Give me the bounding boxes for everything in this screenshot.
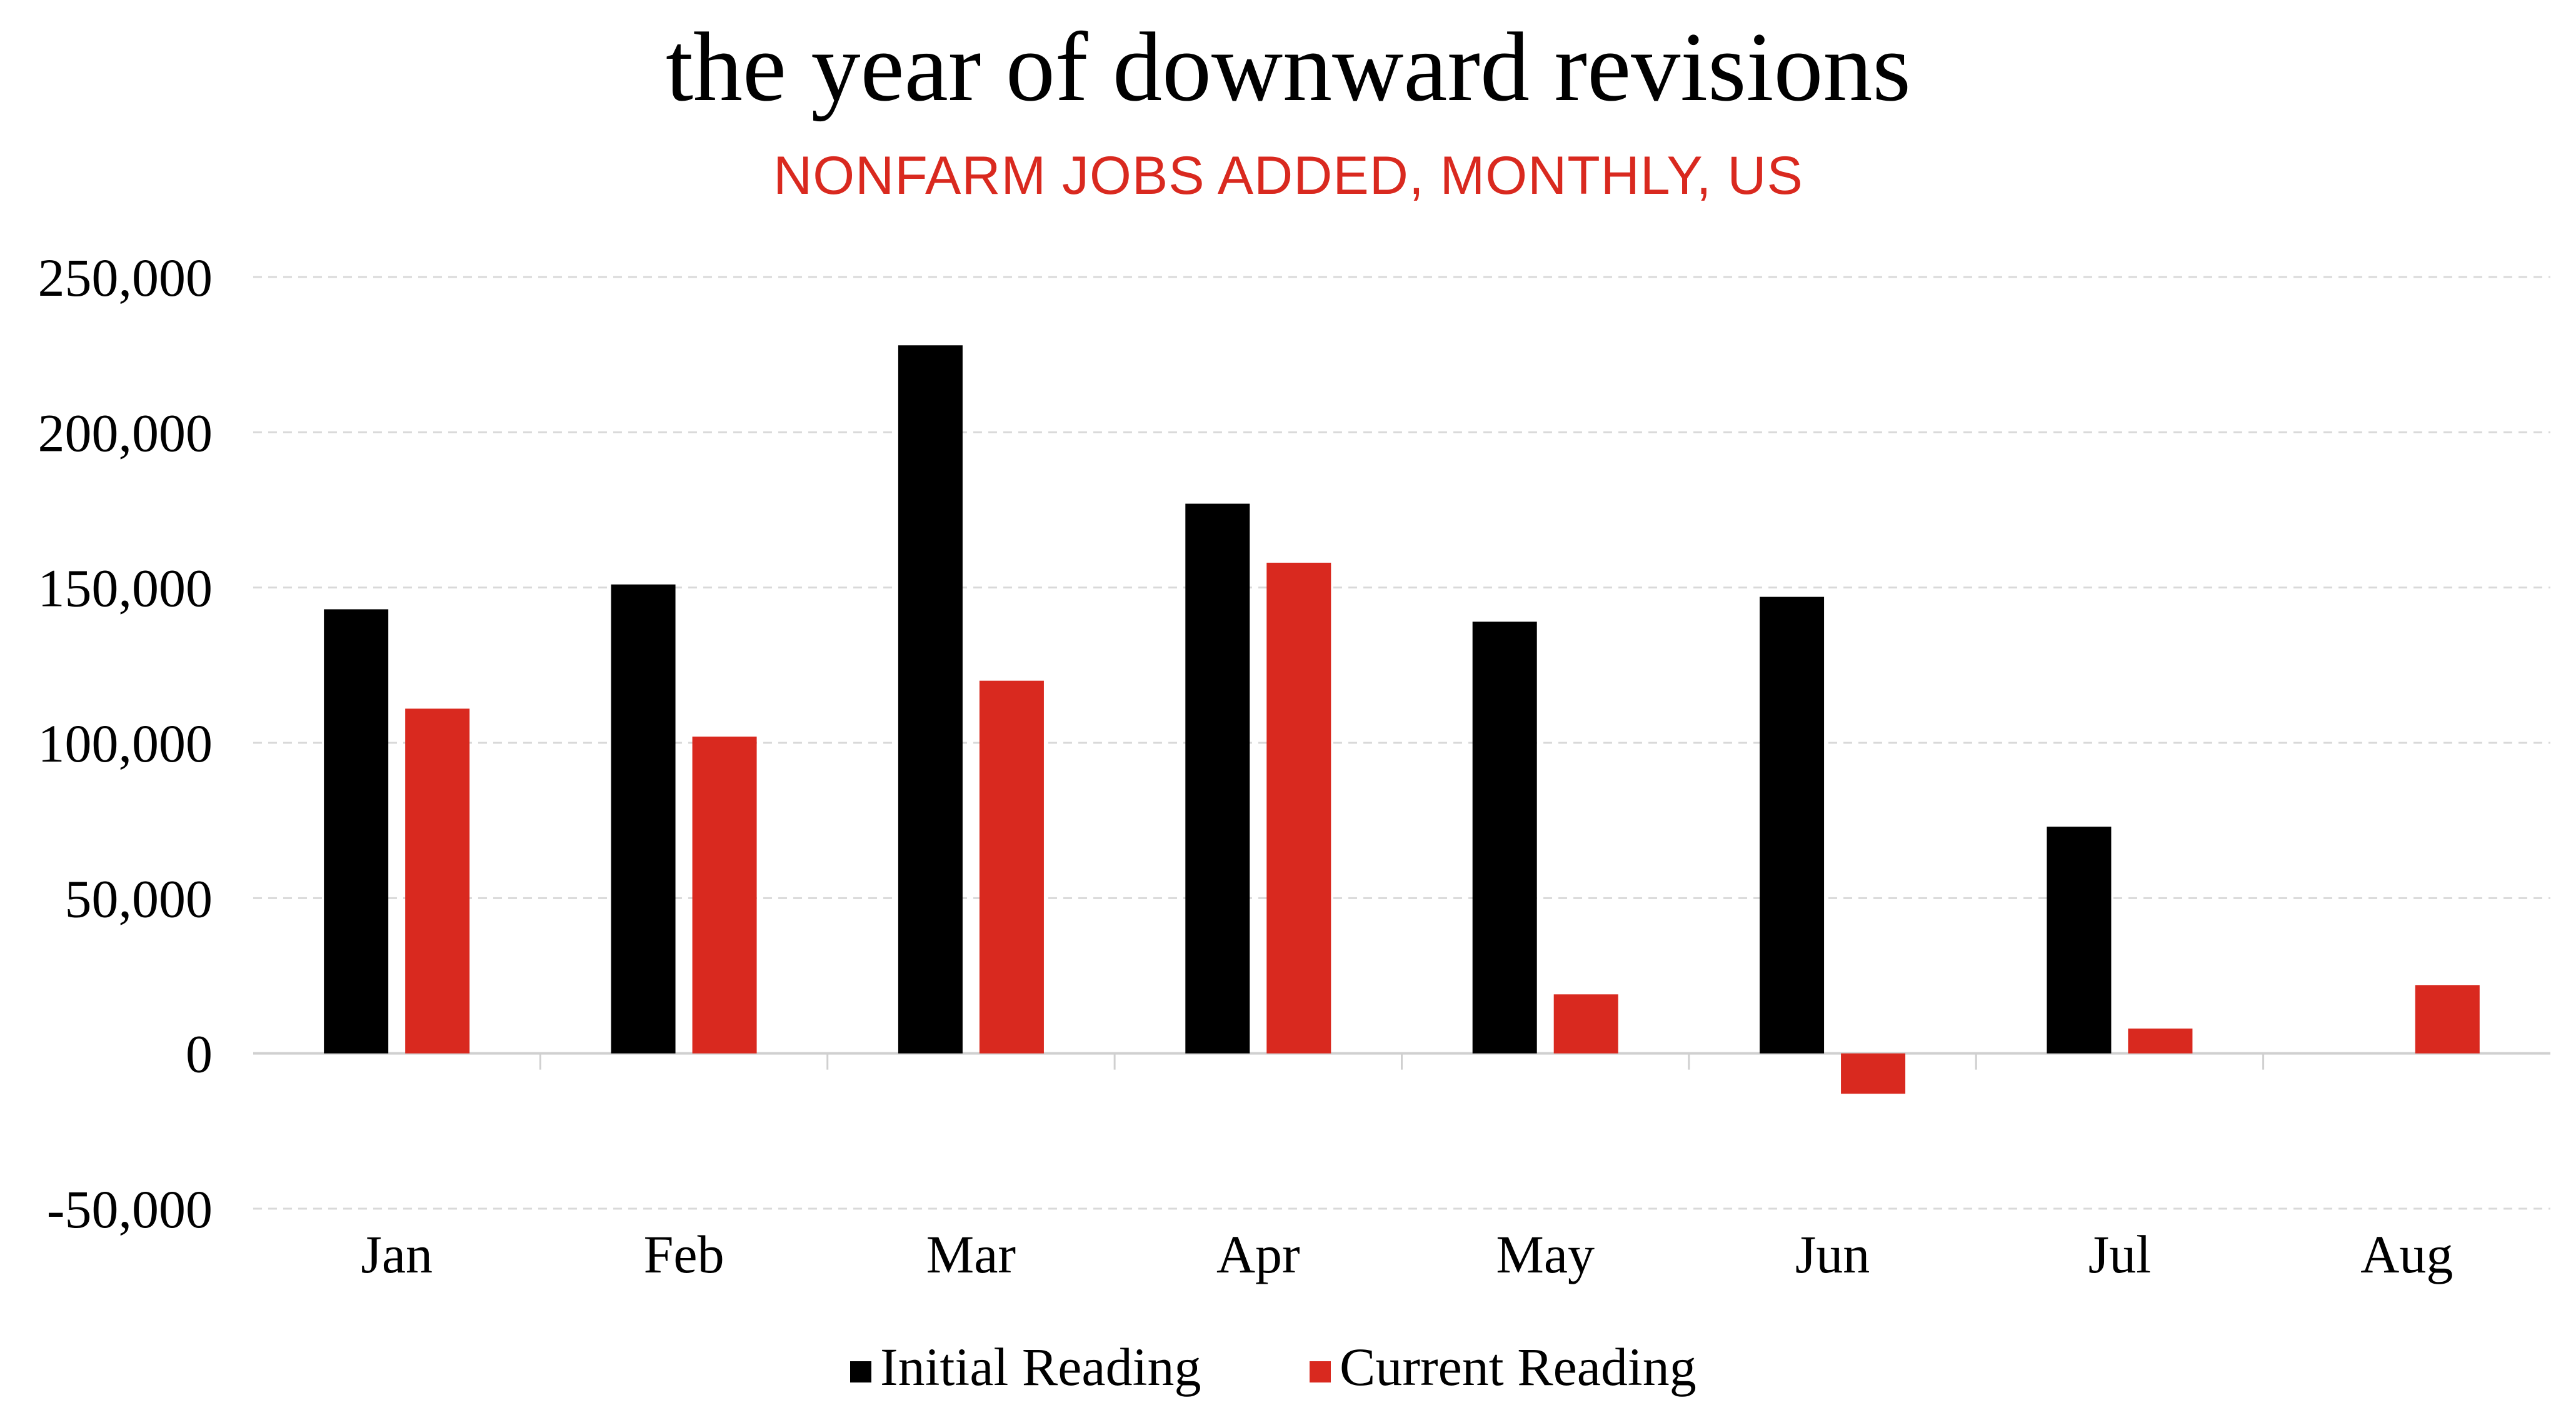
- legend-swatch: [1310, 1361, 1331, 1382]
- x-tick-label: Feb: [644, 1224, 724, 1284]
- bar-current-reading-jul: [2128, 1028, 2193, 1054]
- x-tick-label: May: [1496, 1224, 1595, 1284]
- x-tick-label: Jun: [1795, 1224, 1870, 1284]
- y-tick-label: -50,000: [47, 1179, 213, 1239]
- x-tick-label: Jul: [2088, 1224, 2151, 1284]
- bar-initial-reading-jun: [1760, 597, 1825, 1054]
- y-axis: 250,000 200,000 150,000 100,000 50,000 0 -50,0…: [38, 248, 2550, 1239]
- bar-initial-reading-apr: [1185, 503, 1250, 1054]
- bars: [324, 345, 2480, 1094]
- legend-swatch: [850, 1361, 871, 1382]
- bar-initial-reading-mar: [898, 345, 963, 1054]
- bar-current-reading-apr: [1266, 562, 1331, 1054]
- x-axis: Jan Feb Mar Apr May Jun Jul Aug: [361, 1053, 2453, 1284]
- bar-current-reading-jan: [405, 708, 470, 1054]
- chart-subtitle: NONFARM JOBS ADDED, MONTHLY, US: [773, 146, 1803, 206]
- bar-initial-reading-feb: [611, 584, 676, 1054]
- y-tick-label: 200,000: [38, 403, 213, 463]
- bar-initial-reading-jul: [2047, 827, 2112, 1054]
- bar-current-reading-mar: [979, 680, 1044, 1054]
- bar-current-reading-may: [1553, 994, 1618, 1054]
- x-tick-label: Apr: [1216, 1224, 1300, 1284]
- legend: Initial Reading Current Reading: [850, 1337, 1696, 1397]
- y-tick-label: 250,000: [38, 248, 213, 308]
- bar-current-reading-feb: [692, 737, 757, 1054]
- x-tick-label: Jan: [361, 1224, 433, 1284]
- bar-initial-reading-jan: [324, 609, 389, 1054]
- y-tick-label: 150,000: [38, 558, 213, 618]
- x-tick-label: Mar: [926, 1224, 1016, 1284]
- bar-current-reading-aug: [2415, 985, 2480, 1054]
- chart-title: the year of downward revisions: [666, 13, 1911, 122]
- x-tick-label: Aug: [2360, 1224, 2453, 1284]
- legend-label: Initial Reading: [880, 1337, 1201, 1397]
- legend-label: Current Reading: [1340, 1337, 1696, 1397]
- y-tick-label: 100,000: [38, 713, 213, 773]
- bar-initial-reading-may: [1472, 622, 1537, 1054]
- y-tick-label: 0: [186, 1024, 213, 1084]
- bar-current-reading-jun: [1841, 1053, 1906, 1094]
- y-tick-label: 50,000: [65, 869, 213, 929]
